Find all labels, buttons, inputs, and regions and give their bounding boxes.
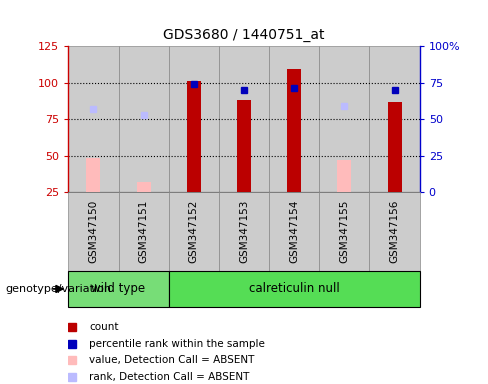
Text: GSM347152: GSM347152: [189, 200, 199, 263]
Bar: [68, 271, 169, 307]
Text: GSM347155: GSM347155: [339, 200, 349, 263]
Bar: [187, 81, 201, 192]
Bar: [269, 192, 319, 271]
Bar: [369, 192, 420, 271]
Bar: [86, 159, 101, 192]
Text: GSM347153: GSM347153: [239, 200, 249, 263]
Text: genotype/variation: genotype/variation: [5, 284, 111, 294]
Title: GDS3680 / 1440751_at: GDS3680 / 1440751_at: [163, 28, 325, 42]
Bar: [319, 192, 369, 271]
Bar: [369, 46, 420, 192]
Bar: [287, 70, 301, 192]
Bar: [169, 271, 420, 307]
Bar: [337, 160, 351, 192]
Bar: [237, 100, 251, 192]
Text: GSM347150: GSM347150: [88, 200, 99, 263]
Bar: [68, 192, 119, 271]
Bar: [137, 182, 151, 192]
Text: percentile rank within the sample: percentile rank within the sample: [89, 339, 265, 349]
Bar: [119, 46, 169, 192]
Text: GSM347154: GSM347154: [289, 200, 299, 263]
Text: GSM347156: GSM347156: [389, 200, 400, 263]
Text: value, Detection Call = ABSENT: value, Detection Call = ABSENT: [89, 356, 254, 366]
Bar: [68, 46, 119, 192]
Text: count: count: [89, 322, 119, 332]
Bar: [219, 46, 269, 192]
Bar: [269, 46, 319, 192]
Text: calreticulin null: calreticulin null: [249, 283, 340, 295]
Bar: [169, 192, 219, 271]
Text: rank, Detection Call = ABSENT: rank, Detection Call = ABSENT: [89, 372, 249, 382]
Bar: [169, 46, 219, 192]
Bar: [319, 46, 369, 192]
Bar: [387, 101, 402, 192]
Text: wild type: wild type: [91, 283, 145, 295]
Bar: [119, 192, 169, 271]
Text: GSM347151: GSM347151: [139, 200, 149, 263]
Bar: [219, 192, 269, 271]
